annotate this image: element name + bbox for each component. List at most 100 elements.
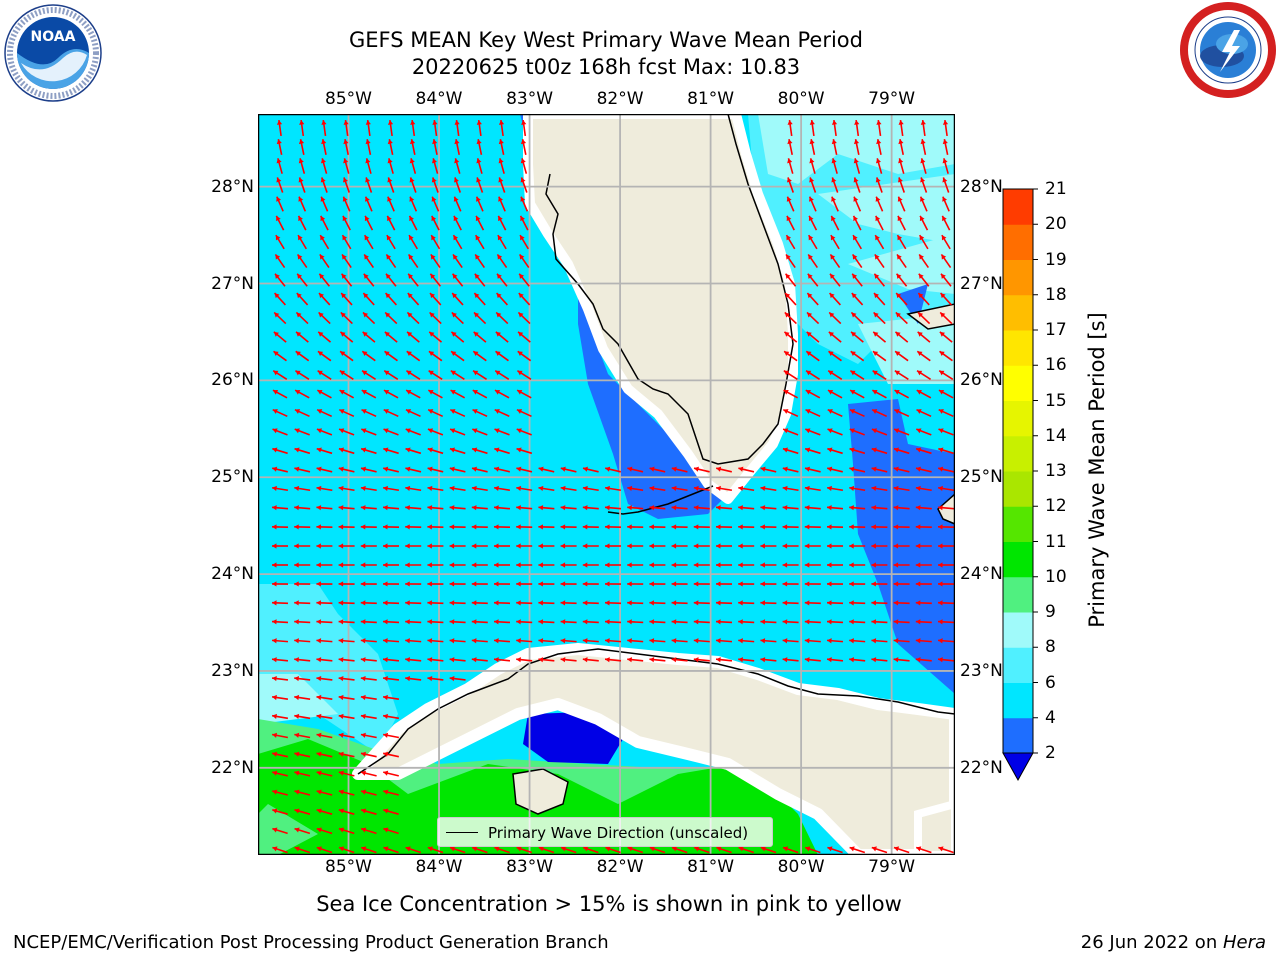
wave-arrow: [627, 657, 644, 663]
wave-arrow: [408, 234, 418, 250]
wave-arrow: [760, 524, 777, 530]
wave-arrow: [474, 253, 486, 269]
wave-arrow: [782, 466, 799, 473]
wave-arrow: [453, 215, 462, 231]
wave-arrow: [493, 619, 511, 625]
wave-arrow: [498, 139, 505, 155]
wave-arrow: [738, 485, 755, 492]
lon-tick-bottom: 80°W: [777, 857, 825, 877]
wave-arrow: [407, 253, 419, 269]
wave-arrow: [804, 505, 821, 511]
wave-arrow: [452, 253, 463, 269]
wave-arrow: [360, 846, 377, 854]
wave-arrow: [871, 447, 888, 455]
wave-arrow: [829, 273, 841, 287]
wave-arrow: [871, 581, 888, 587]
wave-arrow: [471, 638, 488, 644]
colorbar-band: [1003, 682, 1033, 719]
wave-arrow: [671, 485, 688, 492]
wave-arrow: [716, 562, 732, 568]
wave-arrow: [760, 657, 777, 663]
wave-arrow: [521, 119, 527, 137]
wave-arrow: [316, 657, 333, 663]
wave-arrow: [649, 657, 666, 663]
wave-arrow: [627, 638, 644, 644]
wave-arrow: [827, 846, 843, 854]
wave-arrow: [363, 273, 375, 287]
wave-arrow: [897, 177, 906, 193]
footer-date: 26 Jun 2022 on: [1080, 932, 1223, 953]
wave-arrow: [360, 562, 377, 568]
wave-arrow: [406, 350, 421, 362]
ocean-period-8-9-ne2: [818, 174, 955, 244]
wave-arrow: [915, 524, 932, 530]
wave-arrow: [316, 789, 333, 796]
wave-arrow: [896, 234, 907, 250]
wave-arrow: [893, 543, 910, 549]
wave-arrow: [671, 505, 688, 511]
wave-arrow: [406, 311, 420, 325]
wave-arrow: [341, 253, 352, 269]
wave-arrow: [538, 638, 555, 644]
wave-arrow: [405, 846, 422, 854]
wave-arrow: [473, 331, 487, 343]
wave-arrow: [296, 253, 308, 269]
wave-arrow: [449, 485, 466, 492]
wave-arrow: [316, 389, 332, 399]
colorbar-tick-label: 15: [1045, 390, 1067, 411]
wave-arrow: [649, 638, 666, 644]
wave-arrow: [941, 234, 951, 250]
wave-arrow: [808, 196, 817, 212]
wave-arrow: [295, 370, 310, 380]
wave-arrow: [340, 311, 353, 325]
wave-arrow: [915, 619, 932, 625]
wave-arrow: [294, 389, 310, 399]
wave-arrow: [272, 562, 288, 568]
wave-arrow: [275, 234, 285, 250]
colorbar-band: [1003, 259, 1033, 296]
wave-arrow: [472, 428, 488, 436]
wave-arrow: [805, 370, 820, 380]
wave-arrow: [919, 196, 928, 212]
wave-arrow: [831, 139, 838, 155]
wave-arrow: [871, 543, 888, 549]
wave-arrow: [849, 581, 866, 587]
wave-arrow: [917, 292, 930, 306]
wave-arrow: [520, 196, 529, 212]
noaa-logo: NOAA: [4, 4, 102, 102]
wave-arrow: [493, 638, 511, 644]
lat-tick-left: 28°N: [211, 176, 254, 197]
wave-arrow: [826, 619, 844, 625]
wave-arrow: [494, 408, 510, 418]
wave-arrow: [365, 177, 373, 193]
wave-arrow: [409, 196, 418, 212]
wave-arrow: [893, 600, 910, 606]
wave-arrow: [516, 638, 533, 644]
wave-arrow: [827, 562, 843, 568]
wave-arrow: [471, 485, 488, 492]
wave-arrow: [409, 177, 417, 193]
wave-arrow: [449, 543, 466, 549]
wave-arrow: [452, 234, 463, 250]
wave-arrow: [582, 562, 599, 568]
wave-arrow: [405, 428, 421, 436]
wave-arrow: [671, 581, 688, 587]
wave-arrow: [427, 408, 444, 418]
ocean-period-8-9-ne4: [858, 314, 955, 384]
wave-arrow: [916, 350, 931, 362]
wave-arrow: [851, 273, 863, 287]
wave-arrow: [786, 215, 795, 231]
wave-arrow: [316, 600, 333, 606]
wave-arrow: [940, 253, 952, 269]
wave-arrow: [849, 600, 866, 606]
wave-arrow: [782, 638, 799, 644]
lon-tick-bottom: 84°W: [415, 857, 463, 877]
lon-tick-bottom: 81°W: [687, 857, 735, 877]
wave-arrow: [386, 215, 396, 231]
wave-arrow: [319, 253, 330, 269]
wave-arrow: [849, 524, 866, 530]
lon-tick-bottom: 79°W: [868, 857, 916, 877]
wave-arrow: [876, 139, 882, 155]
wave-arrow: [808, 215, 818, 231]
wave-arrow: [316, 447, 333, 455]
